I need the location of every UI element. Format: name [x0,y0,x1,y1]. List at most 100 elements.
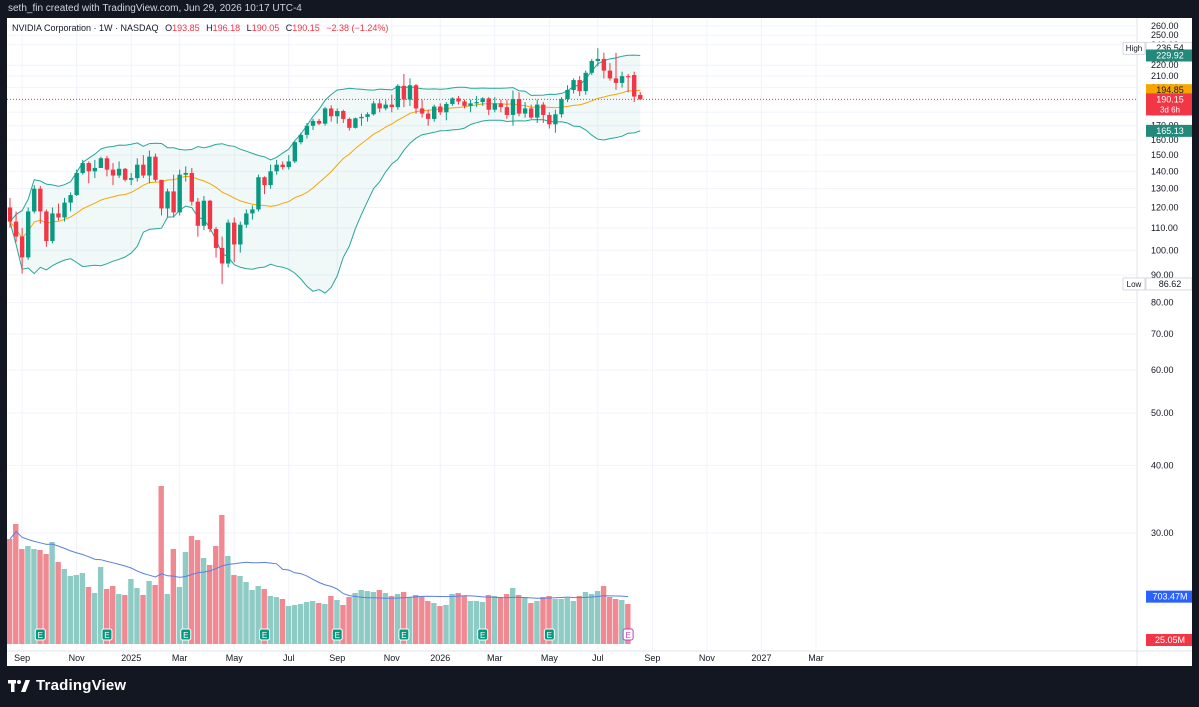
y-tick-label: 40.00 [1151,460,1174,470]
volume-bar [140,595,146,644]
volume-bar [625,604,631,644]
candle-body [177,174,182,213]
earnings-letter: E [335,631,340,640]
earnings-badge [180,628,192,641]
volume-bar [497,597,504,644]
volume-bar [164,594,170,644]
candle-body [341,111,346,119]
volume-bar [358,590,364,644]
candle-body [486,98,491,110]
candle-body [116,168,122,176]
candle-body [219,247,225,264]
x-tick-label: Mar [172,653,188,663]
candle-body [522,108,528,114]
candle-body [80,163,85,173]
volume-bar [273,597,280,644]
volume-bar [425,601,431,644]
earnings-marker: E [543,628,555,641]
volume-bar [122,595,128,644]
bollinger-upper-line [9,54,641,222]
price-label-value: 86.62 [1159,279,1182,289]
earnings-badge [543,628,555,641]
price-label-value: 190.15 [1156,94,1184,104]
candle-body [407,85,413,100]
price-label-box [1146,93,1192,116]
volume-bar [13,524,19,644]
candle-body [62,202,67,218]
y-tick-label: 50.00 [1151,408,1174,418]
y-tick-label: 70.00 [1151,329,1174,339]
y-tick-label: 210.00 [1151,71,1179,81]
price-label-box [1146,124,1192,137]
candle-body [159,179,164,209]
footer: TradingView [0,666,1199,707]
volume-bar [522,597,528,644]
y-tick-label: 120.00 [1151,202,1179,212]
price-chart[interactable]: 30.00 40.00 50.00 60.00 70.00 80.00 90.00 100.0… [7,18,1192,666]
y-tick-label: 80.00 [1151,298,1174,308]
volume-bar [388,596,395,644]
volume-bar [225,556,231,644]
candle-body [322,108,328,124]
volume-bar [613,599,619,644]
volume-bar [382,593,389,644]
candle-body [25,211,31,258]
volume-label-value: 703.47M [1152,592,1187,602]
tradingview-logo[interactable]: TradingView [8,677,126,694]
volume-bar [279,599,286,644]
volume-bar [582,592,589,644]
candle-body [207,200,213,229]
volume-bar [334,600,340,644]
candle-body [377,103,382,109]
candle-body [250,209,255,214]
price-label-ma: 194.85 [1146,84,1192,97]
candle-body [86,163,91,172]
volume-bar [237,576,243,644]
price-label-low: 86.62 Low [1122,277,1192,291]
candle-body [510,98,516,115]
chart-area[interactable]: 30.00 40.00 50.00 60.00 70.00 80.00 90.00 100.0… [7,18,1192,666]
volume-bar [206,565,213,644]
volume-bar [243,582,249,644]
grid-lines [7,18,1137,651]
candle-body [456,98,461,102]
candle-body [256,177,261,210]
volume-bar [552,599,558,644]
volume-bar [588,594,595,644]
volume-bar [449,594,455,644]
earnings-badge [477,628,489,641]
high-value: 196.18 [212,23,241,33]
candle-body [413,85,419,109]
earnings-letter: E [262,631,267,640]
low-value: 190.05 [251,23,280,33]
earnings-letter: E [401,631,406,640]
candle-body [638,94,643,100]
volume-bar [576,596,583,644]
volume-bar [491,596,498,644]
volume-bar [316,603,322,644]
candle-body [141,164,146,176]
volume-bar [297,604,304,644]
symbol-name: NVIDIA Corporation · 1W · NASDAQ [12,23,159,33]
candle-body [153,156,158,180]
candle-body [468,103,473,106]
volume-bar [19,549,25,644]
volume-bar [67,576,73,644]
y-tick-label: 220.00 [1151,60,1179,70]
earnings-marker: E [101,628,113,641]
x-tick-label: Nov [699,653,716,663]
candle-body [122,168,128,180]
candle-body [38,188,43,212]
candle-body [450,98,455,104]
volume-bar [43,554,49,644]
candle-body [547,114,552,125]
price-label-tag-box [1122,41,1146,55]
candle-body [68,195,73,203]
candle-body [147,156,152,176]
close-value: 190.15 [292,23,320,33]
x-tick-label: Mar [808,653,824,663]
volume-bar [546,596,552,644]
candle-body [165,191,170,209]
volume-bar [600,586,607,644]
y-tick-label: 140.00 [1151,166,1179,176]
